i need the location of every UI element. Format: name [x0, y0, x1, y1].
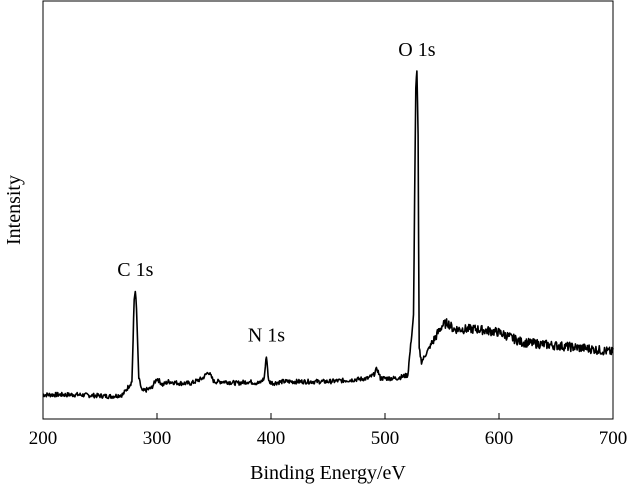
x-tick-label: 400	[257, 428, 286, 449]
peak-label: O 1s	[398, 39, 435, 61]
y-axis-label: Intensity	[3, 175, 25, 245]
peak-label: C 1s	[117, 259, 153, 281]
spectrum-line	[42, 70, 614, 400]
x-tick-label: 200	[29, 428, 58, 449]
x-tick-label: 700	[599, 428, 628, 449]
peak-label: N 1s	[248, 324, 285, 346]
x-tick-label: 600	[485, 428, 514, 449]
x-tick-label: 500	[371, 428, 400, 449]
x-tick-label: 300	[143, 428, 172, 449]
x-axis-tick-labels: 200 300 400 500 600 700	[29, 428, 628, 449]
x-axis-ticks	[42, 413, 614, 419]
peak-annotations: C 1s N 1s O 1s	[117, 39, 435, 346]
x-axis-label: Binding Energy/eV	[250, 462, 406, 484]
plot-frame	[42, 0, 614, 420]
